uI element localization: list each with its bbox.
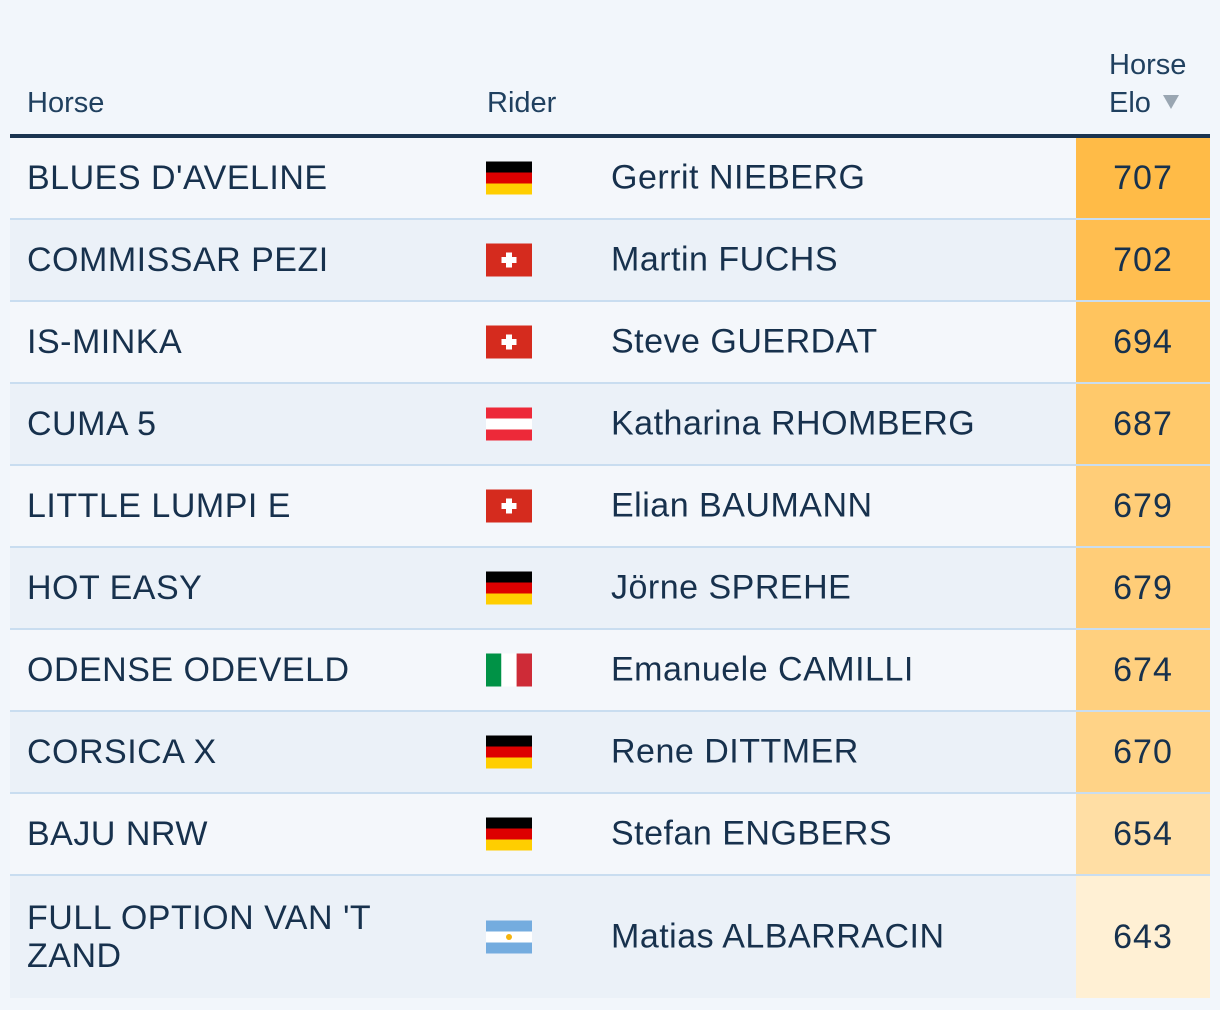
horse-name[interactable]: CORSICA X	[27, 733, 217, 771]
table-row[interactable]: LITTLE LUMPI E Elian BAUMANN 679	[10, 466, 1210, 548]
rider-name[interactable]: Martin FUCHS	[611, 240, 839, 279]
horse-elo-value: 687	[1076, 384, 1210, 464]
horse-elo-value: 679	[1076, 466, 1210, 546]
germany-flag-icon	[486, 735, 532, 769]
horse-name[interactable]: HOT EASY	[27, 569, 203, 607]
rider-name[interactable]: Rene DITTMER	[611, 732, 859, 771]
horse-elo-value: 674	[1076, 630, 1210, 710]
table-row[interactable]: BAJU NRW Stefan ENGBERS 654	[10, 794, 1210, 876]
column-header-horse-elo-line1: Horse	[1109, 49, 1187, 81]
rider-name[interactable]: Jörne SPREHE	[611, 568, 852, 607]
horse-elo-value: 702	[1076, 220, 1210, 300]
rider-name[interactable]: Emanuele CAMILLI	[611, 650, 914, 689]
rider-name[interactable]: Steve GUERDAT	[611, 322, 878, 361]
germany-flag-icon	[486, 817, 532, 851]
column-header-rider[interactable]: Rider	[487, 87, 557, 119]
germany-flag-icon	[486, 161, 532, 195]
rider-name[interactable]: Katharina RHOMBERG	[611, 404, 976, 443]
switzerland-flag-icon	[486, 489, 532, 523]
horse-elo-value: 643	[1076, 876, 1210, 998]
table-row[interactable]: ODENSE ODEVELD Emanuele CAMILLI 674	[10, 630, 1210, 712]
horse-elo-value: 707	[1076, 138, 1210, 218]
table-row[interactable]: BLUES D'AVELINE Gerrit NIEBERG 707	[10, 138, 1210, 220]
italy-flag-icon	[486, 653, 532, 687]
table-row[interactable]: CORSICA X Rene DITTMER 670	[10, 712, 1210, 794]
table-header: Horse Rider Horse Elo	[10, 0, 1210, 138]
rider-name[interactable]: Elian BAUMANN	[611, 486, 873, 525]
table-row[interactable]: FULL OPTION VAN 'T ZAND Matias ALBARRACIN…	[10, 876, 1210, 998]
horse-name[interactable]: ODENSE ODEVELD	[27, 651, 350, 689]
column-header-horse-elo-line2: Elo	[1109, 87, 1151, 119]
horse-name[interactable]: CUMA 5	[27, 405, 157, 443]
horse-elo-value: 694	[1076, 302, 1210, 382]
sort-desc-icon[interactable]	[1162, 95, 1179, 110]
horse-name[interactable]: COMMISSAR PEZI	[27, 241, 329, 279]
argentina-flag-icon	[486, 920, 532, 954]
horse-name[interactable]: BAJU NRW	[27, 815, 208, 853]
column-header-horse[interactable]: Horse	[27, 87, 105, 119]
horse-elo-value: 654	[1076, 794, 1210, 874]
switzerland-flag-icon	[486, 243, 532, 277]
horse-elo-table: Horse Rider Horse Elo BLUES D'AVELINE Ger…	[10, 0, 1210, 998]
horse-elo-value: 670	[1076, 712, 1210, 792]
horse-name[interactable]: LITTLE LUMPI E	[27, 487, 291, 525]
table-row[interactable]: HOT EASY Jörne SPREHE 679	[10, 548, 1210, 630]
rider-name[interactable]: Matias ALBARRACIN	[611, 917, 945, 956]
table-body: BLUES D'AVELINE Gerrit NIEBERG 707 COMMISSA…	[10, 138, 1210, 998]
austria-flag-icon	[486, 407, 532, 441]
horse-name[interactable]: BLUES D'AVELINE	[27, 159, 328, 197]
table-row[interactable]: IS-MINKA Steve GUERDAT 694	[10, 302, 1210, 384]
rider-name[interactable]: Stefan ENGBERS	[611, 814, 893, 853]
column-header-horse-elo[interactable]: Horse Elo	[1109, 46, 1186, 122]
switzerland-flag-icon	[486, 325, 532, 359]
horse-name[interactable]: FULL OPTION VAN 'T ZAND	[27, 899, 371, 975]
rider-name[interactable]: Gerrit NIEBERG	[611, 158, 866, 197]
horse-name[interactable]: IS-MINKA	[27, 323, 183, 361]
horse-elo-value: 679	[1076, 548, 1210, 628]
table-row[interactable]: COMMISSAR PEZI Martin FUCHS 702	[10, 220, 1210, 302]
germany-flag-icon	[486, 571, 532, 605]
table-row[interactable]: CUMA 5 Katharina RHOMBERG 687	[10, 384, 1210, 466]
